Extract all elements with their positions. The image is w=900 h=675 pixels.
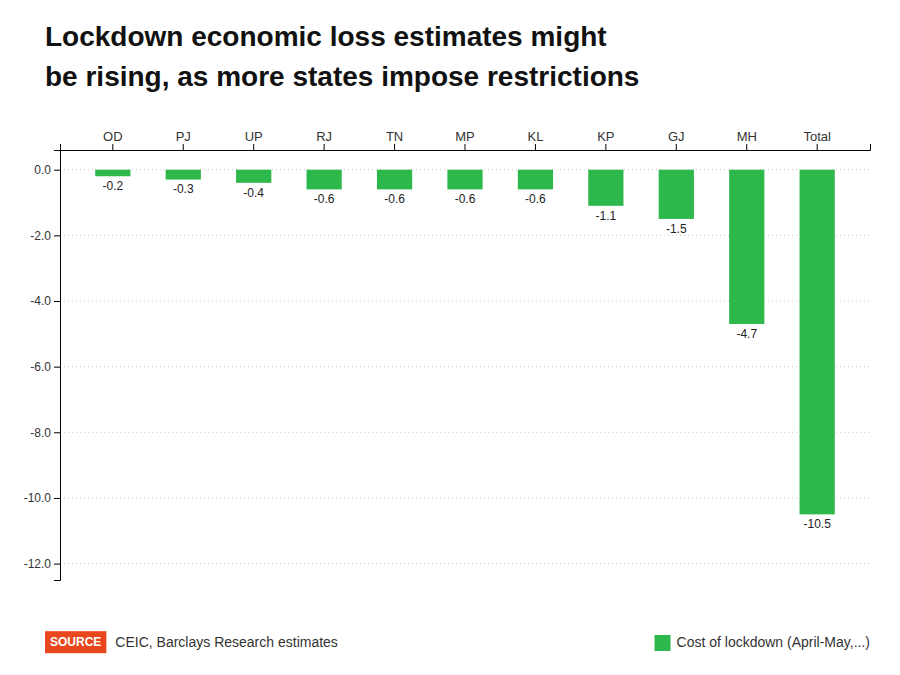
x-tick-mark: [324, 144, 325, 150]
bar: [307, 170, 342, 190]
title: Lockdown economic loss estimates might: [45, 21, 607, 52]
bar: [729, 170, 764, 324]
bar: [800, 170, 835, 515]
bar: [377, 170, 412, 190]
x-tick-label: UP: [245, 129, 263, 144]
x-tick: KL: [527, 129, 543, 150]
background: [0, 0, 900, 675]
x-tick-label: MH: [737, 129, 757, 144]
x-tick: MH: [737, 129, 757, 150]
bar: [659, 170, 694, 219]
bar: [236, 170, 271, 183]
x-axis: OD PJ UP RJ TN MP KL KP GJ MH Total: [61, 129, 871, 151]
y-tick-mark: [54, 564, 60, 565]
y-axis-line: [54, 151, 61, 581]
grid: [60, 170, 870, 564]
x-tick-mark: [465, 144, 466, 150]
x-tick-mark: [535, 144, 536, 150]
x-tick-mark: [394, 144, 395, 150]
y-tick: -8.0: [30, 426, 60, 440]
x-tick-label: KP: [597, 129, 614, 144]
y-tick-label: 0.0: [34, 163, 51, 177]
y-tick: -10.0: [24, 491, 60, 505]
data-label: -1.5: [666, 222, 687, 236]
grid-line: [60, 366, 870, 367]
data-label: -0.6: [525, 192, 546, 206]
y-tick: -6.0: [30, 360, 60, 374]
grid-line: [60, 432, 870, 433]
y-tick: 0.0: [34, 163, 60, 177]
bar: [518, 170, 553, 190]
y-tick-mark: [54, 432, 60, 433]
x-tick-label: Total: [803, 129, 831, 144]
chart: Lockdown economic loss estimates might be…: [0, 0, 900, 675]
x-tick-label: KL: [527, 129, 543, 144]
y-tick-mark: [54, 301, 60, 302]
x-tick-mark: [817, 144, 818, 150]
data-label: -10.5: [803, 517, 831, 531]
source: SOURCE CEIC, Barclays Research estimates: [45, 631, 338, 653]
y-tick-label: -4.0: [30, 294, 51, 308]
x-tick-mark: [605, 144, 606, 150]
x-axis-line: [61, 144, 871, 151]
x-tick-label: TN: [386, 129, 403, 144]
x-tick: MP: [455, 129, 475, 150]
x-tick-label: PJ: [176, 129, 191, 144]
y-tick-mark: [54, 235, 60, 236]
x-tick-label: OD: [103, 129, 123, 144]
grid-line: [60, 563, 870, 564]
data-label: -0.6: [455, 192, 476, 206]
bar: [447, 170, 482, 190]
y-tick: -12.0: [24, 557, 60, 571]
title: be rising, as more states impose restric…: [45, 61, 639, 92]
x-tick-mark: [112, 144, 113, 150]
bar: [95, 170, 130, 177]
x-tick: OD: [103, 129, 123, 150]
data-label: -0.6: [314, 192, 335, 206]
data-label: -0.4: [243, 186, 264, 200]
data-label: -0.6: [384, 192, 405, 206]
x-tick: GJ: [668, 129, 685, 150]
data-label: -1.1: [596, 209, 617, 223]
y-tick: -2.0: [30, 229, 60, 243]
source-label: SOURCE: [50, 635, 101, 649]
y-tick-mark: [54, 170, 60, 171]
x-tick-label: RJ: [316, 129, 332, 144]
y-tick-label: -8.0: [30, 426, 51, 440]
y-tick-mark: [54, 367, 60, 368]
x-tick: PJ: [176, 129, 191, 150]
y-tick-label: -12.0: [24, 557, 52, 571]
x-tick-mark: [253, 144, 254, 150]
x-tick: RJ: [316, 129, 332, 150]
x-tick-mark: [746, 144, 747, 150]
data-label: -0.3: [173, 182, 194, 196]
data-label: -0.2: [102, 179, 123, 193]
x-tick: Total: [803, 129, 831, 150]
x-tick: UP: [245, 129, 263, 150]
legend-swatch: [655, 635, 671, 651]
legend: Cost of lockdown (April-May,...): [655, 634, 870, 651]
x-tick-label: MP: [455, 129, 475, 144]
source-box: [45, 631, 106, 653]
legend-label: Cost of lockdown (April-May,...): [677, 634, 870, 650]
grid-line: [60, 497, 870, 498]
y-tick-mark: [54, 498, 60, 499]
y-tick-label: -10.0: [24, 491, 52, 505]
x-tick-label: GJ: [668, 129, 685, 144]
source-text: CEIC, Barclays Research estimates: [115, 634, 338, 650]
x-tick-mark: [676, 144, 677, 150]
bars: [95, 170, 835, 515]
x-tick-mark: [183, 144, 184, 150]
y-axis: 0.0 -2.0 -4.0 -6.0 -8.0 -10.0 -12.0: [24, 151, 61, 581]
bar: [166, 170, 201, 180]
data-label: -4.7: [736, 327, 757, 341]
bar: [588, 170, 623, 206]
y-tick-label: -2.0: [30, 229, 51, 243]
x-tick: TN: [386, 129, 403, 150]
x-tick: KP: [597, 129, 614, 150]
y-tick: -4.0: [30, 294, 60, 308]
data-labels: -0.2 -0.3 -0.4 -0.6 -0.6 -0.6 -0.6 -1.1 -1.5 -4.7…: [102, 179, 831, 531]
y-tick-label: -6.0: [30, 360, 51, 374]
